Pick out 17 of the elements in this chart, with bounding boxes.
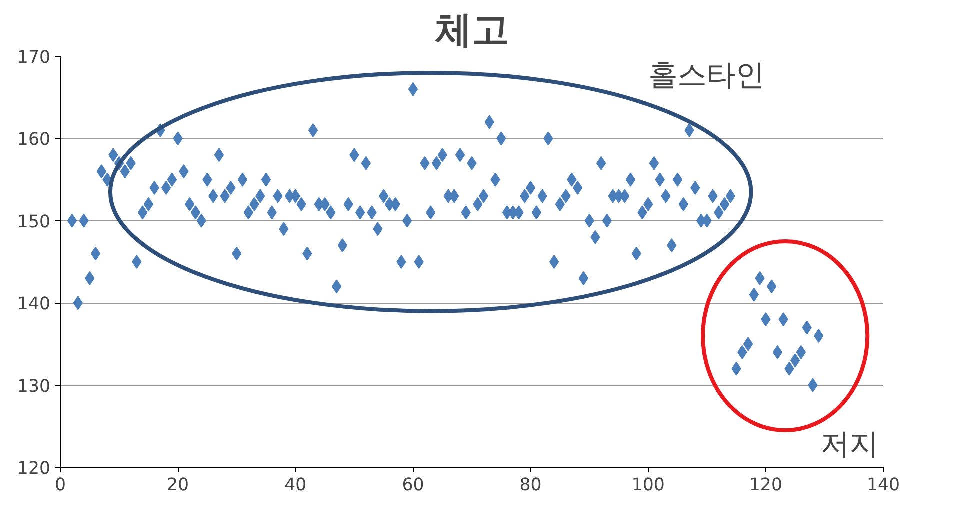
x-tick-label: 120 (749, 476, 782, 496)
x-tick-label: 80 (520, 476, 542, 496)
x-tick-label: 20 (167, 476, 190, 496)
x-tick-label: 100 (632, 476, 665, 496)
y-tick-label: 170 (17, 48, 51, 68)
y-tick-label: 140 (17, 294, 51, 315)
x-tick-label: 140 (866, 476, 900, 496)
x-tick-label: 60 (402, 476, 424, 496)
y-tick-label: 120 (17, 459, 51, 479)
chart-title: 체고 (435, 8, 509, 52)
y-tick-label: 160 (17, 130, 51, 150)
x-tick-label: 0 (54, 476, 66, 496)
x-tick-label: 40 (284, 476, 307, 496)
y-tick-label: 150 (17, 212, 51, 232)
y-tick-label: 130 (17, 376, 51, 397)
annotation: 저지 (820, 427, 879, 462)
annotation: 홀스타인 (648, 58, 764, 92)
